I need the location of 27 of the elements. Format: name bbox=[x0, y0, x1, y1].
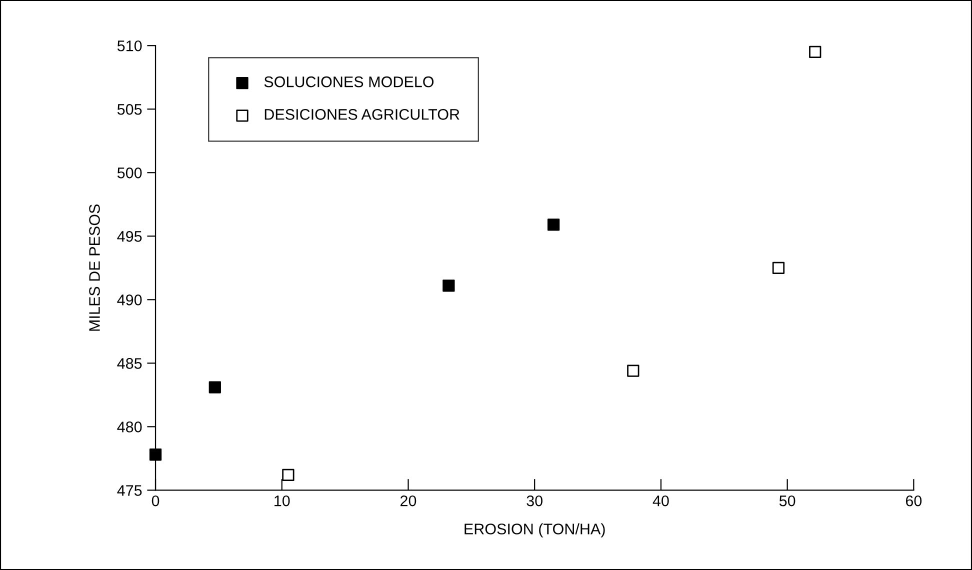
y-tick-label: 500 bbox=[117, 167, 142, 178]
point bbox=[809, 46, 822, 58]
x-tick-label: 10 bbox=[274, 495, 290, 506]
y-tick-label: 485 bbox=[117, 358, 142, 369]
point bbox=[772, 262, 785, 274]
point bbox=[442, 280, 455, 292]
x-tick-label: 30 bbox=[526, 495, 542, 506]
y-tick-label: 505 bbox=[117, 104, 142, 115]
x-axis-title: EROSION (TON/HA) bbox=[464, 523, 605, 538]
point bbox=[547, 218, 560, 231]
point bbox=[149, 448, 162, 461]
legend-label: SOLUCIONES MODELO bbox=[264, 76, 434, 88]
y-tick-label: 480 bbox=[117, 422, 142, 432]
point bbox=[208, 381, 221, 394]
point bbox=[627, 364, 640, 377]
legend-label: DESICIONES AGRICULTOR bbox=[264, 108, 460, 120]
x-tick-label: 0 bbox=[152, 495, 160, 506]
y-tick-label: 490 bbox=[117, 294, 142, 306]
point bbox=[282, 468, 294, 482]
y-tick-label: 495 bbox=[117, 231, 142, 242]
x-tick-label: 50 bbox=[779, 495, 796, 506]
x-tick-label: 40 bbox=[652, 495, 669, 506]
y-axis-title: MILES DE PESOS bbox=[89, 204, 100, 331]
y-tick-label: 475 bbox=[117, 485, 142, 496]
y-tick-label: 510 bbox=[117, 40, 142, 52]
x-tick-label: 60 bbox=[906, 495, 922, 506]
x-tick-label: 20 bbox=[400, 495, 416, 506]
